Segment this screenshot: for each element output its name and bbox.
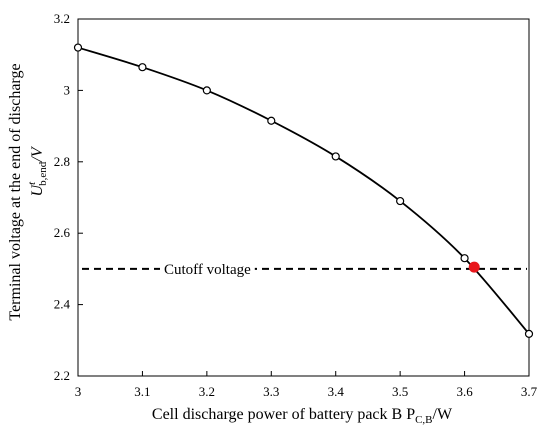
x-axis-title-text: Cell discharge power of battery pack B P — [152, 406, 415, 423]
y-axis-title-line2: Utb,end/V — [26, 145, 49, 196]
x-tick-label: 3.3 — [263, 384, 279, 399]
y-axis-title-line1: Terminal voltage at the end of discharge — [7, 63, 24, 320]
cutoff-voltage-label: Cutoff voltage — [164, 262, 251, 278]
x-tick-label: 3.1 — [134, 384, 150, 399]
x-axis-title: Cell discharge power of battery pack B P… — [152, 406, 453, 426]
y-tick-label: 2.2 — [54, 368, 70, 383]
data-point — [138, 63, 147, 72]
data-point — [267, 116, 276, 125]
y-axis-subscript: b,end — [37, 161, 49, 186]
y-tick-label: 2.6 — [54, 225, 71, 240]
y-tick-label: 3 — [64, 82, 71, 97]
x-axis-ticks: 3 3.1 3.2 3.3 3.4 3.5 3.6 3.7 — [75, 371, 538, 399]
x-tick-label: 3 — [75, 384, 82, 399]
x-tick-label: 3.7 — [521, 384, 538, 399]
data-point — [73, 43, 83, 52]
cutoff-intersection-point — [468, 261, 480, 273]
x-tick-label: 3.5 — [392, 384, 408, 399]
y-tick-label: 2.8 — [54, 154, 70, 169]
data-point — [460, 254, 469, 263]
y-tick-label: 2.4 — [54, 297, 71, 312]
y-axis-superscript: t — [26, 181, 38, 185]
x-tick-label: 3.2 — [199, 384, 215, 399]
y-axis-suffix: /V — [29, 145, 46, 162]
data-point — [524, 329, 534, 338]
cutoff-label-background — [160, 258, 255, 279]
voltage-curve — [77, 46, 530, 335]
data-point — [202, 86, 211, 95]
y-axis-ticks: 2.2 2.4 2.6 2.8 3 3.2 — [54, 11, 83, 383]
data-point — [331, 152, 340, 161]
data-point-markers — [73, 43, 534, 338]
x-tick-label: 3.6 — [456, 384, 473, 399]
plot-area-frame — [77, 18, 530, 377]
x-axis-title-suffix: /W — [433, 406, 453, 423]
x-axis-title-subscript: C,B — [415, 414, 432, 426]
x-tick-label: 3.4 — [328, 384, 345, 399]
y-axis-symbol: U — [29, 183, 46, 196]
y-tick-label: 3.2 — [54, 11, 70, 26]
data-point — [396, 196, 405, 206]
